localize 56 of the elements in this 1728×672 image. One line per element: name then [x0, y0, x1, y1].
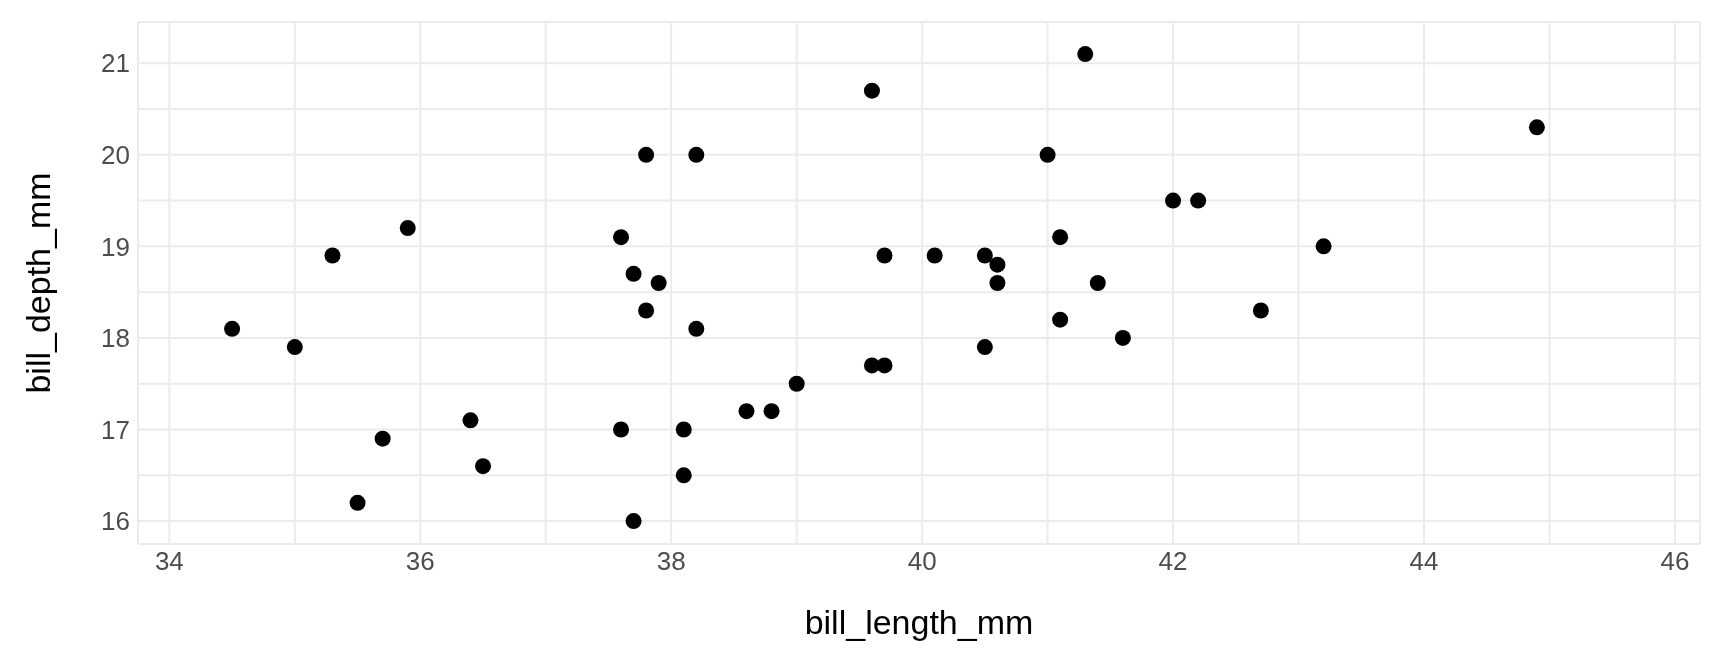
point	[638, 302, 655, 319]
x-tick-label: 34	[154, 546, 184, 577]
point	[638, 146, 655, 163]
x-tick-label: 38	[656, 546, 686, 577]
x-tick-label: 46	[1660, 546, 1690, 577]
point	[1114, 329, 1131, 346]
point	[863, 82, 880, 99]
point	[1315, 238, 1332, 255]
point	[1052, 311, 1069, 328]
point	[349, 494, 366, 511]
x-tick-label: 40	[907, 546, 937, 577]
point	[926, 247, 943, 264]
point	[675, 421, 692, 438]
point	[1077, 46, 1094, 63]
point	[688, 146, 705, 163]
point	[989, 256, 1006, 273]
point	[1190, 192, 1207, 209]
point	[688, 320, 705, 337]
point	[976, 247, 993, 264]
point	[224, 320, 241, 337]
point	[976, 339, 993, 356]
y-tick-label: 16	[101, 506, 130, 537]
point	[475, 458, 492, 475]
point	[876, 247, 893, 264]
x-tick-label: 42	[1158, 546, 1188, 577]
y-tick-label: 20	[101, 140, 130, 171]
y-tick-label: 21	[101, 48, 130, 79]
y-tick-label: 17	[101, 414, 130, 445]
x-axis-title: bill_length_mm	[804, 603, 1034, 641]
point	[1089, 275, 1106, 291]
point	[1039, 146, 1056, 163]
point	[324, 247, 341, 264]
point	[1528, 119, 1545, 136]
point	[613, 421, 630, 438]
point	[625, 513, 642, 530]
point	[788, 375, 805, 392]
point	[876, 357, 893, 374]
x-tick-label: 36	[405, 546, 435, 577]
point	[462, 412, 479, 429]
y-tick-label: 19	[101, 231, 130, 262]
point	[1252, 302, 1269, 319]
point	[650, 275, 667, 291]
y-tick-label: 18	[101, 323, 130, 354]
point	[613, 229, 630, 246]
point	[989, 275, 1006, 291]
x-tick-label: 44	[1409, 546, 1439, 577]
y-axis-title: bill_depth_mm	[19, 172, 58, 394]
point	[738, 403, 755, 420]
point	[286, 339, 303, 356]
point	[374, 430, 391, 447]
point	[1165, 192, 1182, 209]
point	[1052, 229, 1069, 246]
point	[625, 265, 642, 282]
point	[763, 403, 780, 420]
point	[399, 220, 416, 237]
point	[675, 467, 692, 484]
